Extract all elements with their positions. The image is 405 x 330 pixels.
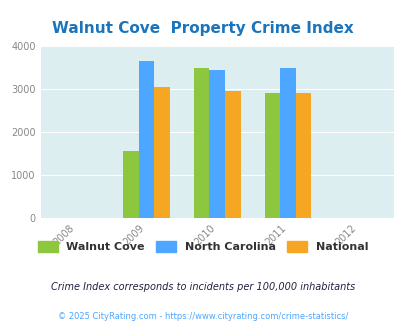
Text: Crime Index corresponds to incidents per 100,000 inhabitants: Crime Index corresponds to incidents per… [51,282,354,292]
Text: Walnut Cove  Property Crime Index: Walnut Cove Property Crime Index [52,21,353,36]
Bar [209,70,224,218]
Text: © 2025 CityRating.com - https://www.cityrating.com/crime-statistics/: © 2025 CityRating.com - https://www.city… [58,312,347,321]
Bar [154,87,169,218]
Legend: Walnut Cove, North Carolina, National: Walnut Cove, North Carolina, National [33,237,372,256]
Bar [224,91,240,218]
Bar [279,68,295,218]
Bar [295,92,310,218]
Bar [139,61,154,218]
Bar [264,92,279,218]
Bar [194,68,209,218]
Bar [123,151,139,218]
